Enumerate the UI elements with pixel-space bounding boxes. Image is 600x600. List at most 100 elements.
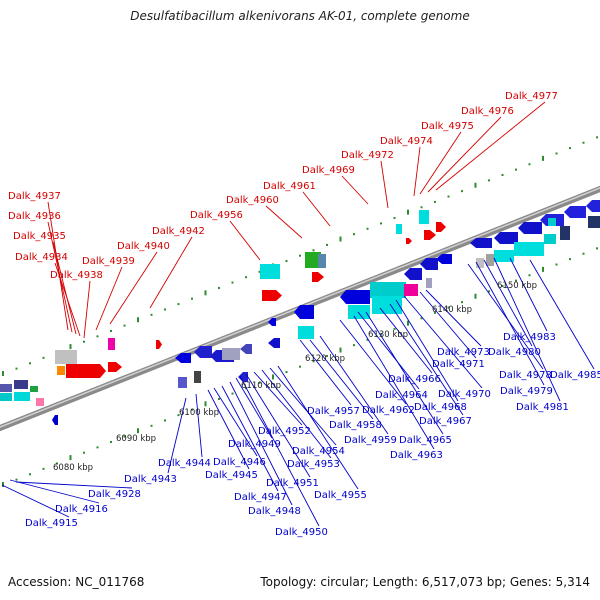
ruler-dot-lower	[69, 455, 72, 461]
gene-feature	[348, 305, 370, 319]
gene-label-upper: Dalk_4936	[8, 211, 61, 222]
leader-line-lower	[269, 367, 337, 446]
ruler-dot-upper	[420, 206, 423, 209]
gene-label-upper: Dalk_4969	[302, 165, 355, 176]
ruler-dot-upper	[542, 155, 544, 161]
ruler-dot-upper	[150, 313, 153, 316]
gene-arrow-reverse	[52, 415, 58, 425]
leader-line-lower	[339, 319, 407, 405]
ruler-dot-lower	[407, 320, 409, 326]
gene-label-upper: Dalk_4974	[380, 136, 433, 147]
gene-feature	[14, 392, 30, 401]
ruler-dot-upper	[231, 281, 234, 284]
leader-line-lower	[395, 299, 459, 402]
gene-label-lower: Dalk_4985	[550, 370, 600, 381]
ruler-dot-upper	[339, 236, 342, 242]
gene-feature	[0, 384, 12, 392]
ruler-dot-upper	[245, 276, 247, 279]
leader-line-upper	[109, 251, 158, 325]
gene-arrow-reverse	[586, 200, 600, 212]
gene-feature	[514, 242, 544, 256]
gene-label-lower: Dalk_4965	[399, 435, 452, 446]
gene-label-upper: Dalk_4977	[505, 91, 558, 102]
ruler-dot-upper	[326, 243, 328, 246]
leader-line-lower	[493, 257, 561, 402]
ruler-dot-upper	[83, 340, 85, 343]
ruler-dot-lower	[420, 317, 423, 320]
ruler-dot-upper	[569, 147, 571, 150]
ruler-dot-lower	[15, 478, 18, 481]
ruler-dot-upper	[515, 168, 517, 171]
ruler-dot-lower	[501, 285, 504, 288]
ruler-dot-upper	[15, 367, 18, 370]
gene-label-lower: Dalk_4948	[248, 506, 301, 517]
gene-label-upper: Dalk_4934	[15, 252, 68, 263]
gene-label-lower: Dalk_4958	[329, 420, 382, 431]
ruler-dot-lower	[353, 344, 355, 347]
ruler-dot-lower	[258, 381, 261, 384]
gene-feature	[318, 254, 326, 268]
gene-label-lower: Dalk_4915	[25, 518, 78, 529]
gene-arrow-reverse	[518, 222, 542, 234]
gene-label-lower: Dalk_4978	[499, 370, 552, 381]
gene-label-upper: Dalk_4937	[8, 191, 61, 202]
leader-line-lower	[425, 289, 482, 347]
gene-arrow-forward	[406, 238, 412, 244]
ruler-dot-lower	[339, 347, 342, 353]
gene-arrow-reverse	[268, 338, 280, 348]
leader-line-lower	[353, 315, 435, 450]
gene-label-lower: Dalk_4949	[228, 439, 281, 450]
ruler-dot-lower	[515, 279, 517, 282]
leader-line-lower	[235, 377, 273, 439]
leader-line-lower	[253, 371, 303, 426]
gene-arrow-reverse	[175, 353, 191, 363]
gene-label-lower: Dalk_4983	[503, 332, 556, 343]
figure-title: Desulfatibacillum alkenivorans AK-01, co…	[130, 9, 470, 23]
ruler-dot-upper	[353, 233, 355, 236]
gene-label-lower: Dalk_4979	[500, 386, 553, 397]
leader-line-lower	[483, 259, 533, 347]
leader-line-lower	[509, 257, 548, 332]
gene-label-lower: Dalk_4950	[275, 527, 328, 538]
gene-arrow-reverse	[194, 346, 212, 358]
ruler-dot-upper	[596, 136, 598, 139]
gene-feature	[372, 296, 402, 314]
kbp-label: 6080 kbp	[53, 463, 93, 473]
ruler-dot-upper	[29, 362, 31, 365]
ruler-dot-upper	[2, 371, 4, 376]
gene-arrow-reverse	[240, 344, 252, 354]
gene-feature	[57, 366, 65, 375]
gene-label-lower: Dalk_4943	[124, 474, 177, 485]
ruler-dot-upper	[177, 303, 180, 306]
ruler-dot-lower	[474, 293, 477, 299]
leader-line-upper	[413, 146, 421, 197]
ruler-dot-lower	[96, 446, 99, 449]
ruler-dot-lower	[177, 414, 180, 417]
gene-label-lower: Dalk_4962	[362, 405, 415, 416]
ruler-dot-upper	[258, 270, 261, 273]
gene-arrow-forward	[66, 364, 106, 378]
leader-line-lower	[261, 369, 332, 459]
gene-label-lower: Dalk_4964	[375, 390, 428, 401]
kbp-label: 6100 kbp	[179, 408, 219, 418]
kbp-label: 6130 kbp	[368, 330, 408, 340]
leader-line-upper	[54, 262, 81, 337]
leader-line-lower	[309, 339, 374, 420]
leader-line-upper	[435, 101, 546, 191]
ruler-dot-upper	[447, 195, 450, 198]
lower-gene-labels: Dalk_4915 Dalk_4916 Dalk_4928 Dalk_4943 Dalk…	[25, 332, 600, 538]
ruler-dot-lower	[56, 462, 58, 465]
ruler-dot-lower	[380, 333, 382, 336]
ruler-dot-lower	[528, 274, 531, 277]
ruler-dot-upper	[204, 290, 207, 296]
ruler-dot-lower	[434, 311, 436, 314]
gene-feature	[55, 350, 77, 364]
leader-line-upper	[52, 241, 77, 335]
gene-arrow-reverse	[470, 238, 492, 248]
gene-feature	[305, 252, 321, 268]
ruler-dot-lower	[285, 371, 288, 374]
leader-line-lower	[213, 387, 258, 457]
gene-label-lower: Dalk_4970	[438, 389, 491, 400]
